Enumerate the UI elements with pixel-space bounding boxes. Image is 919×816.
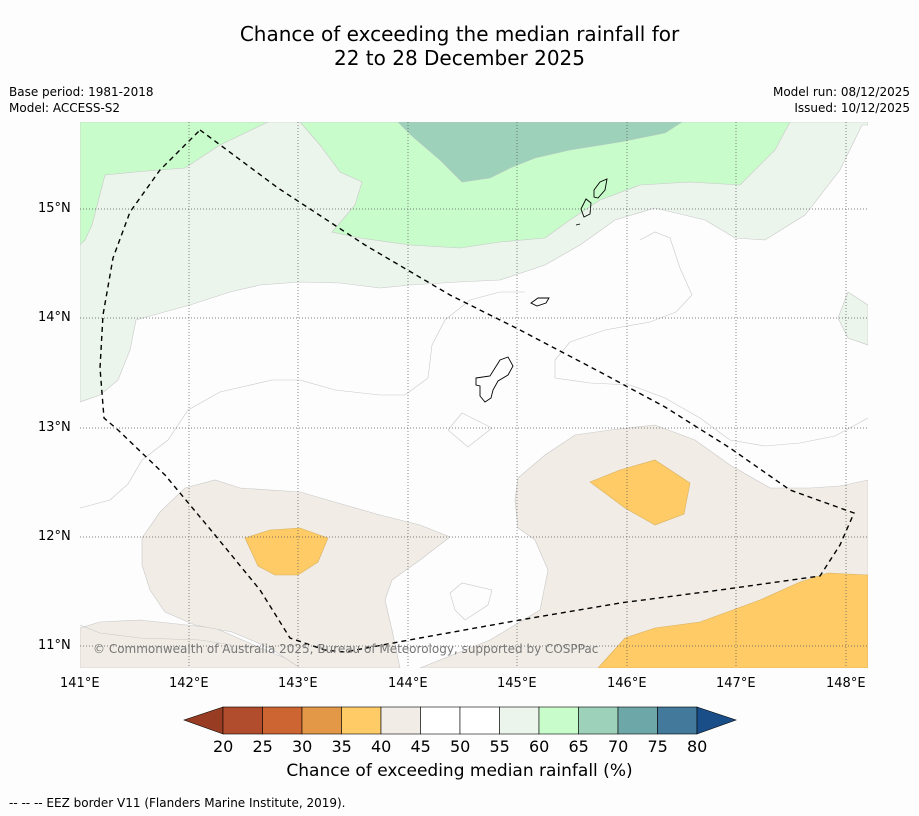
zone-60-65-north [299, 122, 791, 249]
issued-date: Issued: 10/12/2025 [794, 101, 910, 115]
colorbar-tick-label: 35 [331, 737, 352, 756]
island-aguijan [575, 223, 581, 226]
lon-label: 141°E [60, 676, 100, 691]
colorbar-box [617, 706, 658, 735]
colorbar-box [657, 706, 698, 735]
model-run: Model run: 08/12/2025 [772, 85, 910, 99]
lon-label: 143°E [278, 676, 318, 691]
colorbar-box [262, 706, 303, 735]
zone-60-65-northwest [80, 122, 269, 246]
copyright-text: © Commonwealth of Australia 2025, Bureau… [93, 642, 598, 656]
colorbar-box [301, 706, 342, 735]
zone-55-60-north [80, 122, 868, 403]
contour-line [80, 291, 525, 509]
meta-right: Model run: 08/12/2025 Issued: 10/12/2025 [773, 84, 910, 116]
colorbar-boxes [222, 706, 698, 735]
colorbar-tick-label: 75 [647, 737, 668, 756]
colorbar-tick-label: 65 [568, 737, 589, 756]
colorbar-tick-label: 40 [371, 737, 392, 756]
colorbar-over-arrow [696, 706, 737, 735]
colorbar-tick-label: 55 [489, 737, 510, 756]
lat-label: 11°N [38, 638, 71, 653]
lon-label: 146°E [607, 676, 647, 691]
base-period: Base period: 1981-2018 [9, 85, 154, 99]
colorbar-tick-label: 50 [450, 737, 471, 756]
eez-border [99, 129, 855, 653]
lon-label: 144°E [388, 676, 428, 691]
gridlines [80, 122, 868, 668]
colorbar-box [420, 706, 461, 735]
lat-label: 12°N [38, 529, 71, 544]
colorbar-tick-label: 25 [252, 737, 273, 756]
zone-45-55-hole [449, 582, 493, 621]
lon-label: 145°E [497, 676, 537, 691]
lat-label: 14°N [38, 310, 71, 325]
colorbar-box [499, 706, 540, 735]
title-line-2: 22 to 28 December 2025 [333, 46, 585, 70]
colorbar-tick-label: 45 [410, 737, 431, 756]
footnote: -- -- -- EEZ border V11 (Flanders Marine… [9, 796, 346, 810]
colorbar-tick-label: 20 [213, 737, 234, 756]
colorbar [183, 706, 737, 735]
lat-label: 15°N [38, 201, 71, 216]
title-line-1: Chance of exceeding the median rainfall … [239, 22, 680, 46]
lon-label: 148°E [826, 676, 866, 691]
zone-35-40-west [244, 527, 329, 576]
colorbar-box [538, 706, 579, 735]
model-name: Model: ACCESS-S2 [9, 101, 121, 115]
lon-label: 142°E [169, 676, 209, 691]
colorbar-under-arrow [183, 706, 224, 735]
colorbar-box [380, 706, 421, 735]
contour-line-east [554, 231, 868, 447]
island-saipan [593, 178, 608, 199]
colorbar-title: Chance of exceeding median rainfall (%) [286, 761, 633, 781]
colorbar-box [341, 706, 382, 735]
colorbar-box [222, 706, 263, 735]
island-tinian [580, 198, 592, 218]
island-guam [475, 356, 514, 403]
colorbar-tick-label: 60 [529, 737, 550, 756]
zone-65-70-north [397, 122, 683, 183]
zone-55-60-east [837, 291, 868, 346]
colorbar-box [578, 706, 619, 735]
colorbar-tick-label: 80 [687, 737, 708, 756]
zone-35-40-central [589, 459, 691, 526]
chart-title: Chance of exceeding the median rainfall … [0, 22, 919, 70]
zone-35-40-southeast [597, 572, 868, 668]
island-rota [530, 297, 550, 307]
colorbar-box [459, 706, 500, 735]
lat-label: 13°N [38, 420, 71, 435]
contour-line-sw [80, 624, 251, 649]
colorbar-tick-label: 30 [292, 737, 313, 756]
meta-left: Base period: 1981-2018 Model: ACCESS-S2 [9, 84, 154, 116]
lon-label: 147°E [716, 676, 756, 691]
colorbar-tick-label: 70 [608, 737, 629, 756]
map-plot-area: © Commonwealth of Australia 2025, Bureau… [80, 122, 868, 668]
